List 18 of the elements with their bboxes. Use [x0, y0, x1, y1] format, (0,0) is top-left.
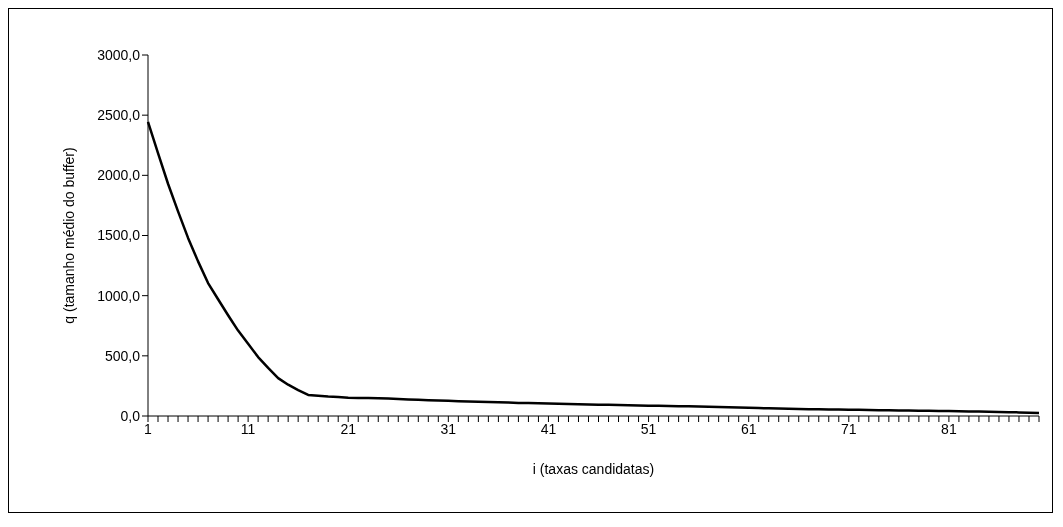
- y-tick-label: 3000,0: [97, 46, 141, 63]
- x-axis-title: i (taxas candidatas): [532, 460, 655, 477]
- x-tick-label: 11: [240, 420, 256, 437]
- y-tick-label: 1500,0: [97, 227, 141, 244]
- x-tick-label: 51: [640, 420, 657, 437]
- x-tick-label: 71: [841, 420, 857, 437]
- x-tick-label: 81: [941, 420, 957, 437]
- x-tick-label: 41: [540, 420, 557, 437]
- y-tick-label: 0,0: [120, 407, 141, 424]
- x-tick-label: 1: [144, 420, 153, 437]
- y-axis-title: q (tamanho médio do buffer): [60, 147, 77, 324]
- y-tick-label: 500,0: [104, 347, 141, 364]
- y-tick-label: 1000,0: [97, 287, 141, 304]
- x-tick-label: 31: [440, 420, 457, 437]
- y-tick-label: 2000,0: [97, 167, 141, 184]
- x-tick-label: 61: [740, 420, 757, 437]
- x-tick-label: 21: [340, 420, 357, 437]
- y-tick-label: 2500,0: [97, 107, 141, 124]
